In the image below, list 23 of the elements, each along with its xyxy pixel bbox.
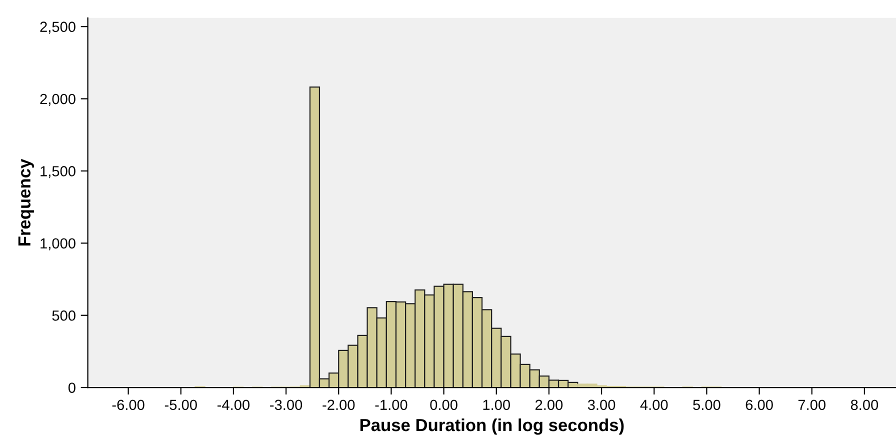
- y-axis-title: Frequency: [18, 158, 34, 246]
- x-tick-label: 0.00: [430, 400, 458, 410]
- x-tick-label: -5.00: [164, 400, 197, 410]
- x-axis-title: Pause Duration (in log seconds): [360, 418, 624, 435]
- x-tick-label: -4.00: [217, 400, 250, 410]
- x-tick-label: 1.00: [483, 400, 510, 410]
- y-tick-label: 500: [52, 310, 76, 321]
- y-tick-label: 0: [68, 382, 76, 393]
- x-tick-label: 2.00: [536, 400, 563, 410]
- x-tick-label: 3.00: [588, 400, 616, 410]
- y-tick-label: 2,500: [40, 22, 76, 34]
- x-tick-label: -3.00: [270, 400, 302, 410]
- x-tick-label: -6.00: [112, 400, 144, 410]
- x-tick-label: 4.00: [640, 400, 668, 410]
- x-tick-label: 5.00: [693, 400, 720, 410]
- x-tick-label: 7.00: [798, 400, 826, 410]
- y-tick-label: 1,500: [40, 166, 76, 178]
- y-tick-label: 2,000: [40, 94, 76, 106]
- x-tick-label: 8.00: [850, 400, 878, 410]
- x-tick-label: -1.00: [375, 400, 408, 410]
- x-tick-label: 6.00: [746, 400, 773, 410]
- y-tick-label: 1,000: [40, 238, 76, 250]
- x-tick-label: -2.00: [322, 400, 355, 410]
